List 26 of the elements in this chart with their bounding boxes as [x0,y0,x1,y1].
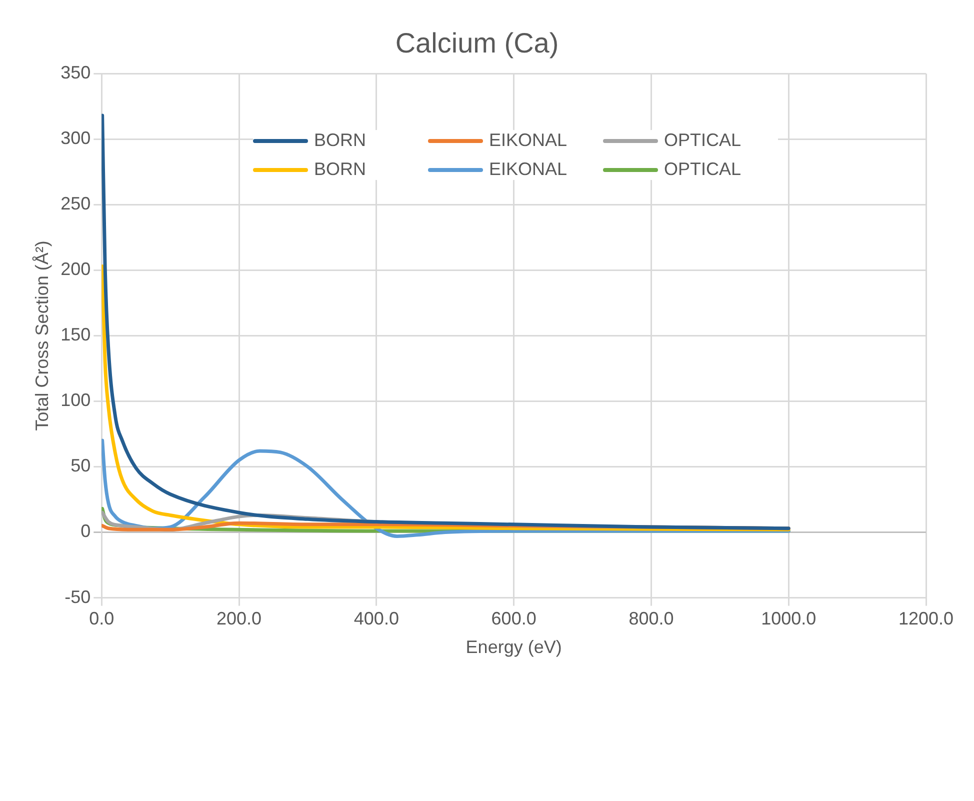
y-tick-label: 350 [60,62,91,83]
legend-label: BORN [314,130,366,151]
x-tick-label: 1000.0 [761,608,816,629]
y-tick-label: 150 [60,324,91,345]
x-tick-label: 200.0 [216,608,262,629]
y-tick-label: 0 [80,521,91,542]
y-tick-label: 300 [60,128,91,148]
x-tick-label: 800.0 [628,608,674,629]
y-tick-label: 50 [70,456,91,476]
legend-label: OPTICAL [664,130,742,151]
x-tick-label: 600.0 [491,608,536,629]
y-axis-title: Total Cross Section (Å²) [32,240,52,431]
x-tick-label: 0.0 [89,608,114,629]
legend-label: EIKONAL [489,159,568,180]
legend-label: OPTICAL [664,159,742,180]
y-tick-label: -50 [64,586,91,607]
y-tick-label: 100 [60,390,91,410]
x-axis-title: Energy (eV) [466,637,562,658]
legend-label: EIKONAL [489,130,568,151]
y-tick-label: 200 [60,259,91,280]
line-series [102,114,790,530]
x-tick-label: 400.0 [354,608,399,629]
y-tick-label: 250 [60,194,91,214]
x-tick-label: 1200.0 [898,608,954,629]
chart-title: Calcium (Ca) [395,28,559,59]
legend-label: BORN [314,159,366,180]
